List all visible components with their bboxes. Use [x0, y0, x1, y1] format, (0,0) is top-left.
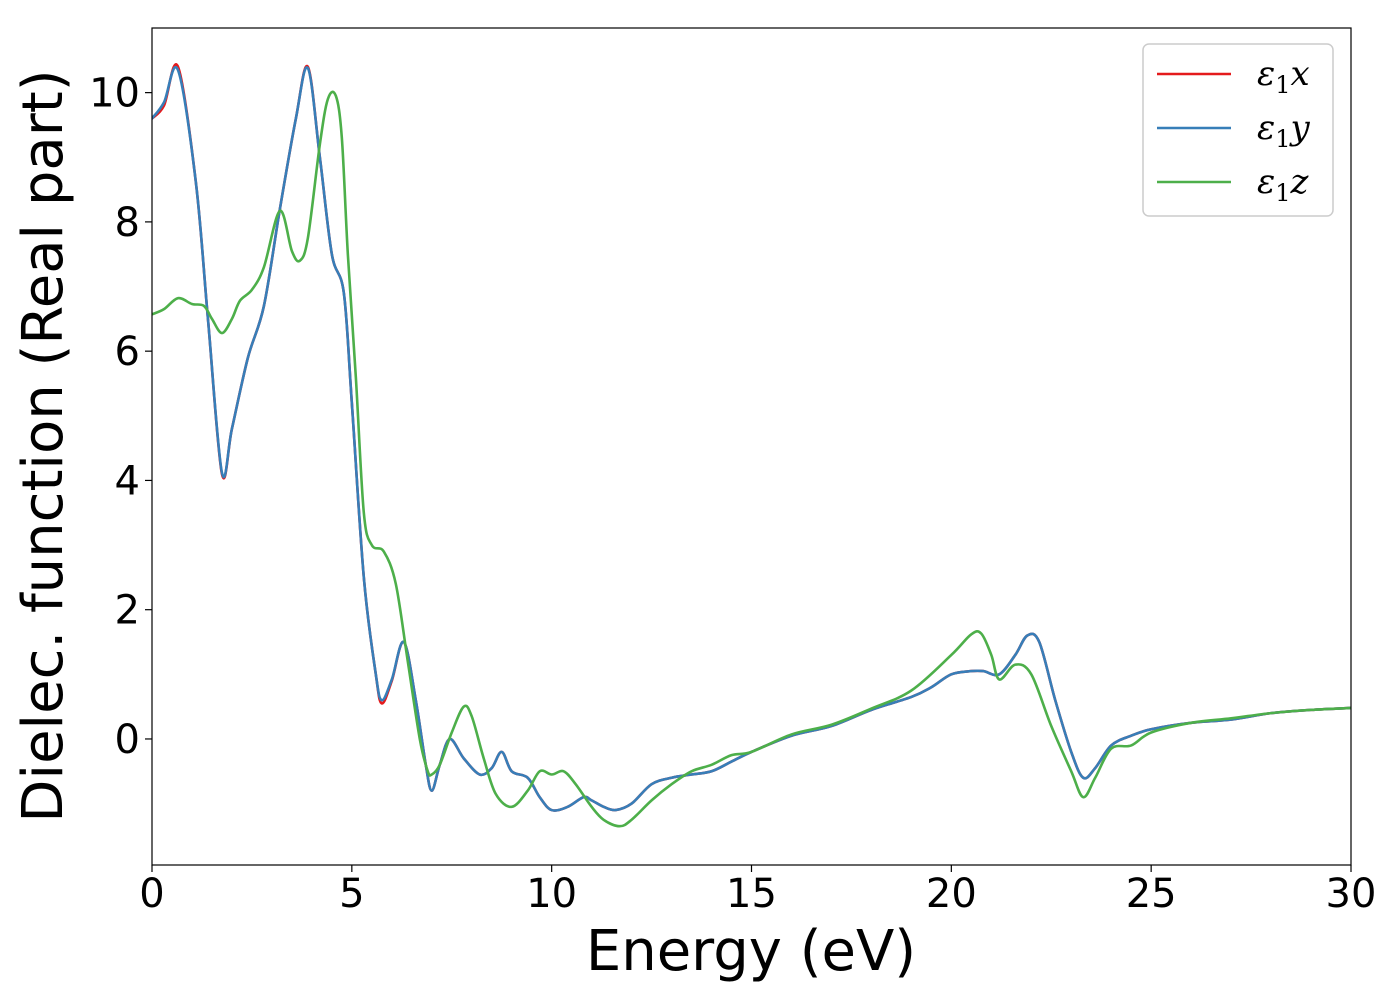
x-tick-label: 20 — [926, 871, 977, 917]
y-axis-ticks: 0 2 4 6 8 10 — [89, 71, 152, 763]
legend-box — [1142, 43, 1334, 217]
y-tick-label: 2 — [115, 588, 140, 634]
y-tick-label: 6 — [115, 329, 140, 375]
x-tick-label: 0 — [139, 871, 164, 917]
x-tick-label: 15 — [726, 871, 777, 917]
y-tick-label: 8 — [115, 200, 140, 246]
y-tick-label: 4 — [115, 458, 140, 504]
series-line-y — [152, 65, 1351, 812]
x-axis-label: Energy (eV) — [586, 919, 916, 984]
x-tick-label: 30 — [1326, 871, 1377, 917]
y-axis-label: Dielec. function (Real part) — [11, 69, 76, 822]
series-line-z — [152, 90, 1351, 828]
legend-label-z: ε1z — [1257, 162, 1310, 207]
x-tick-label: 25 — [1126, 871, 1177, 917]
legend-items: ε1x ε1y ε1z — [1157, 54, 1311, 207]
series-layer — [152, 63, 1351, 828]
legend: ε1x ε1y ε1z — [1142, 43, 1334, 217]
x-axis-ticks: 0 5 10 15 20 25 30 — [139, 865, 1376, 917]
legend-label-x: ε1x — [1257, 54, 1310, 99]
x-tick-label: 10 — [526, 871, 577, 917]
legend-label-y: ε1y — [1257, 108, 1311, 153]
y-tick-label: 0 — [115, 717, 140, 763]
y-tick-label: 10 — [89, 71, 140, 117]
x-tick-label: 5 — [339, 871, 364, 917]
